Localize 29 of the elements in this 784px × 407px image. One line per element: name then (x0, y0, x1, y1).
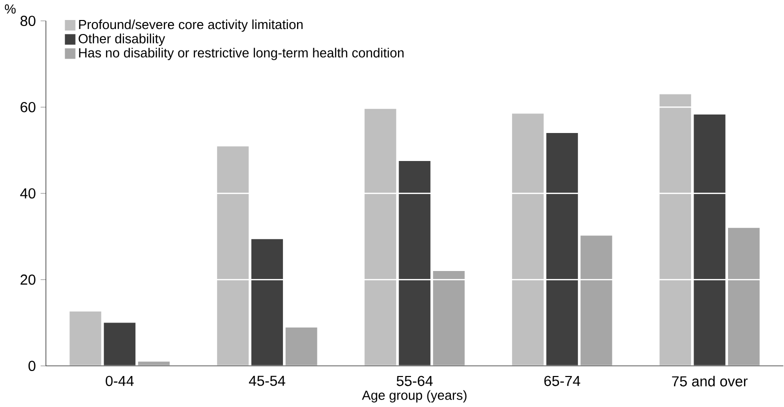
bar (546, 133, 578, 366)
bar (512, 114, 544, 366)
legend-label: Other disability (78, 34, 166, 46)
y-tick-label: 20 (20, 274, 36, 285)
legend-label: Has no disability or restrictive long-term health condition (79, 48, 404, 60)
bar (70, 312, 102, 366)
x-tick-label: 0-44 (106, 376, 134, 386)
x-tick-label: 65-74 (544, 376, 580, 386)
y-tick-label: 80 (20, 16, 36, 26)
x-tick-label: 45-54 (248, 376, 286, 386)
bar (580, 236, 612, 366)
bar (217, 146, 249, 366)
y-axis-title: % (4, 4, 16, 14)
y-tick-label: 60 (20, 102, 36, 112)
legend-label: Profound/severe core activity limitation (79, 20, 303, 32)
bar (728, 228, 760, 366)
bar (660, 94, 692, 366)
bar (398, 161, 430, 366)
x-tick-label: 55-64 (396, 376, 433, 386)
bar (251, 239, 283, 366)
y-tick-label: 40 (20, 188, 36, 199)
x-tick-label: 75 and over (672, 376, 748, 387)
bar (694, 114, 726, 366)
bar (104, 322, 136, 366)
bar (286, 328, 318, 366)
y-tick-label: 0 (28, 360, 36, 372)
bar (433, 271, 465, 366)
x-axis-title: Age group (years) (362, 390, 466, 403)
bar (364, 108, 396, 366)
